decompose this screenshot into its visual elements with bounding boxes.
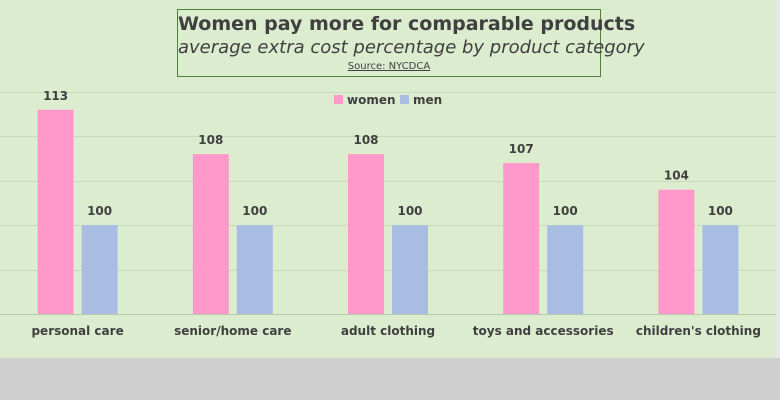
value-label-men: 100 (553, 204, 578, 218)
legend-swatch-women (334, 95, 343, 104)
category-label: children's clothing (636, 324, 761, 338)
value-label-women: 108 (198, 133, 223, 147)
frame-edge (776, 0, 780, 358)
legend-label-men: men (413, 93, 442, 107)
value-label-women: 104 (664, 169, 689, 183)
value-label-women: 107 (509, 142, 534, 156)
bar-chart: 113 100 108 100 108 100 107 100 104 100 personal … (0, 89, 776, 338)
legend-swatch-men (400, 95, 409, 104)
value-label-men: 100 (397, 204, 422, 218)
bar-women (348, 154, 384, 314)
bar-women (37, 109, 74, 314)
value-label-women: 113 (43, 89, 68, 103)
value-label-women: 108 (353, 133, 378, 147)
value-label-men: 100 (87, 204, 112, 218)
gridlines (0, 92, 776, 315)
title-box: Women pay more for comparable products a… (177, 9, 645, 77)
category-label: senior/home care (174, 324, 291, 338)
chart-subtitle: average extra cost percentage by product… (178, 37, 645, 58)
bars (37, 109, 739, 314)
legend: women men (334, 93, 442, 107)
legend-label-women: women (347, 93, 396, 107)
category-label: toys and accessories (473, 324, 614, 338)
chart-source: Source: NYCDCA (347, 61, 431, 72)
bar-men (702, 225, 739, 314)
bar-women (192, 154, 229, 314)
bar-men (547, 225, 584, 314)
chart-title: Women pay more for comparable products (178, 13, 636, 35)
category-label: adult clothing (341, 324, 435, 338)
value-label-men: 100 (242, 204, 267, 218)
bar-women (658, 189, 695, 314)
category-labels: personal care senior/home care adult cloth… (31, 324, 760, 338)
value-label-men: 100 (708, 204, 733, 218)
value-labels: 113 100 108 100 108 100 107 100 104 100 (43, 89, 733, 218)
bar-men (81, 225, 118, 314)
bar-men (392, 225, 428, 314)
bar-men (236, 225, 273, 314)
category-label: personal care (31, 324, 123, 338)
bar-women (503, 163, 540, 314)
